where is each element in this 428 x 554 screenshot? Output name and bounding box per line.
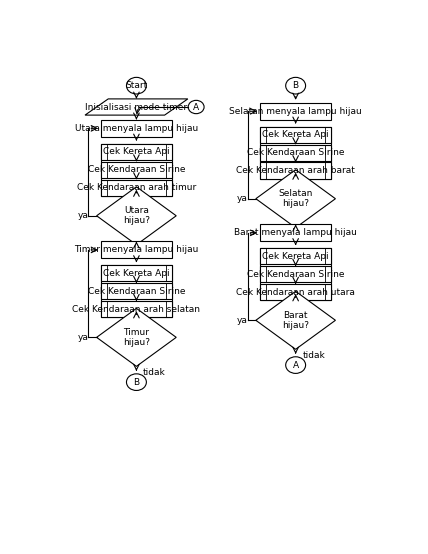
Text: A: A: [293, 361, 299, 370]
Text: ya: ya: [237, 316, 248, 325]
Text: ya: ya: [78, 211, 89, 220]
Polygon shape: [256, 170, 336, 228]
Text: tidak: tidak: [143, 247, 166, 256]
Ellipse shape: [127, 78, 146, 94]
Text: Utara
hijau?: Utara hijau?: [123, 206, 150, 225]
Bar: [260, 145, 331, 161]
Ellipse shape: [127, 374, 146, 391]
Bar: [101, 120, 172, 137]
Bar: [101, 143, 172, 196]
Text: Barat
hijau?: Barat hijau?: [282, 311, 309, 330]
Text: B: B: [293, 81, 299, 90]
Bar: [260, 266, 331, 283]
Bar: [260, 248, 331, 264]
Text: Cek Kendaraan arah barat: Cek Kendaraan arah barat: [236, 166, 355, 175]
Text: Cek Kereta Api: Cek Kereta Api: [103, 269, 170, 278]
Text: tidak: tidak: [302, 229, 325, 239]
Text: Selatan
hijau?: Selatan hijau?: [279, 189, 313, 208]
Text: Cek Kereta Api: Cek Kereta Api: [262, 252, 329, 261]
Text: Cek Kendaraan Sirine: Cek Kendaraan Sirine: [88, 165, 185, 174]
Text: Selatan menyala lampu hijau: Selatan menyala lampu hijau: [229, 107, 362, 116]
Text: Start: Start: [125, 81, 148, 90]
Text: tidak: tidak: [143, 368, 166, 377]
Polygon shape: [97, 187, 176, 245]
Ellipse shape: [285, 357, 306, 373]
Text: tidak: tidak: [302, 351, 325, 360]
Bar: [260, 224, 331, 242]
Text: Timur menyala lampu hijau: Timur menyala lampu hijau: [74, 245, 199, 254]
Text: Cek Kereta Api: Cek Kereta Api: [103, 147, 170, 156]
Bar: [260, 127, 331, 179]
Text: Cek Kendaraan Sirine: Cek Kendaraan Sirine: [247, 270, 345, 279]
Polygon shape: [256, 291, 336, 350]
Text: Cek Kereta Api: Cek Kereta Api: [262, 130, 329, 139]
Bar: [260, 248, 331, 300]
Ellipse shape: [285, 78, 306, 94]
Polygon shape: [85, 99, 188, 115]
Bar: [260, 102, 331, 120]
Text: A: A: [193, 102, 199, 111]
Text: Timur
hijau?: Timur hijau?: [123, 327, 150, 347]
Polygon shape: [97, 309, 176, 366]
Text: ya: ya: [237, 194, 248, 203]
Text: Cek Kendaraan Sirine: Cek Kendaraan Sirine: [88, 287, 185, 296]
Text: Cek Kendaraan arah utara: Cek Kendaraan arah utara: [236, 288, 355, 296]
Bar: [101, 265, 172, 281]
Bar: [260, 127, 331, 143]
Text: Cek Kendaraan arah selatan: Cek Kendaraan arah selatan: [72, 305, 200, 314]
Bar: [260, 284, 331, 300]
Bar: [101, 242, 172, 258]
Text: Utara menyala lampu hijau: Utara menyala lampu hijau: [75, 124, 198, 133]
Bar: [260, 162, 331, 179]
Text: Cek Kendaraan Sirine: Cek Kendaraan Sirine: [247, 148, 345, 157]
Bar: [101, 179, 172, 196]
Bar: [101, 143, 172, 160]
Ellipse shape: [188, 100, 204, 114]
Bar: [101, 162, 172, 178]
Bar: [101, 283, 172, 299]
Text: Barat menyala lampu hijau: Barat menyala lampu hijau: [234, 228, 357, 237]
Text: ya: ya: [78, 333, 89, 342]
Text: Inisialisasi mode timer: Inisialisasi mode timer: [85, 102, 187, 111]
Bar: [101, 265, 172, 317]
Text: B: B: [134, 378, 140, 387]
Text: Cek Kendaraan arah timur: Cek Kendaraan arah timur: [77, 183, 196, 192]
Bar: [101, 301, 172, 317]
